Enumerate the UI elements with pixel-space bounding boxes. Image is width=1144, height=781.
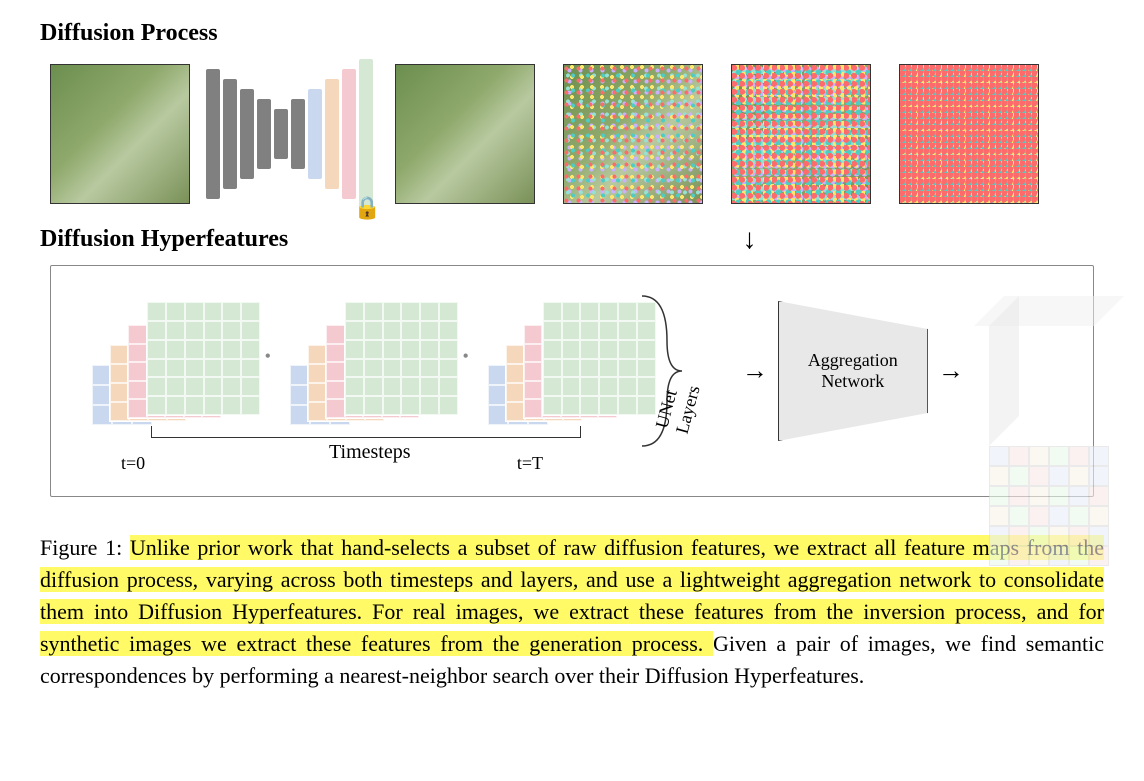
- unet-bar: [359, 59, 373, 209]
- unet-bar: [206, 69, 220, 199]
- unet-bar: [291, 99, 305, 169]
- diffusion-process-row: 🔒: [40, 59, 1104, 209]
- aggregation-network: Aggregation Network: [778, 301, 928, 441]
- unet-bar: [257, 99, 271, 169]
- diffusion-process-title: Diffusion Process: [40, 20, 1104, 47]
- diffusion-hyperfeatures-title: Diffusion Hyperfeatures: [40, 226, 1104, 253]
- diffusion-output-noisy2: [731, 64, 871, 204]
- unet-bar: [223, 79, 237, 189]
- cube-front-face: [989, 446, 1109, 566]
- diffusion-output-t0: [395, 64, 535, 204]
- diffusion-output-noisy1: [563, 64, 703, 204]
- timestep-label-t0: t=0: [121, 453, 145, 474]
- figure-caption: Figure 1: Unlike prior work that hand-se…: [40, 532, 1104, 691]
- hyperfeatures-box: t=0 ••• ••• t=T UNet Layers Timesteps → …: [50, 265, 1094, 497]
- unet-bar: [240, 89, 254, 179]
- aggregation-network-label: Aggregation Network: [789, 350, 917, 392]
- input-image: [50, 64, 190, 204]
- feature-grid-layer: [344, 301, 459, 416]
- caption-prefix: Figure 1:: [40, 535, 130, 560]
- lock-icon: 🔒: [354, 195, 381, 221]
- timestep-label-tT: t=T: [517, 453, 543, 474]
- unet-bar: [325, 79, 339, 189]
- arrow-right-icon: →: [742, 356, 768, 386]
- unet-bar: [342, 69, 356, 199]
- unet-architecture: 🔒: [206, 59, 373, 209]
- timesteps-bracket: [151, 426, 581, 438]
- arrow-right-icon: →: [938, 356, 964, 386]
- timesteps-label: Timesteps: [321, 441, 419, 464]
- output-cube: [989, 296, 1139, 446]
- feature-grid-layer: [146, 301, 261, 416]
- diffusion-output-noisy3: [899, 64, 1039, 204]
- feature-stack-mid: [289, 296, 429, 446]
- unet-bar: [308, 89, 322, 179]
- feature-stack-t0: t=0: [91, 296, 231, 446]
- feature-stacks-group: t=0 ••• ••• t=T UNet Layers Timesteps: [91, 296, 692, 446]
- unet-bar: [274, 109, 288, 159]
- feature-stack-tT: t=T: [487, 296, 627, 446]
- aggregation-section: → Aggregation Network →: [732, 296, 1139, 446]
